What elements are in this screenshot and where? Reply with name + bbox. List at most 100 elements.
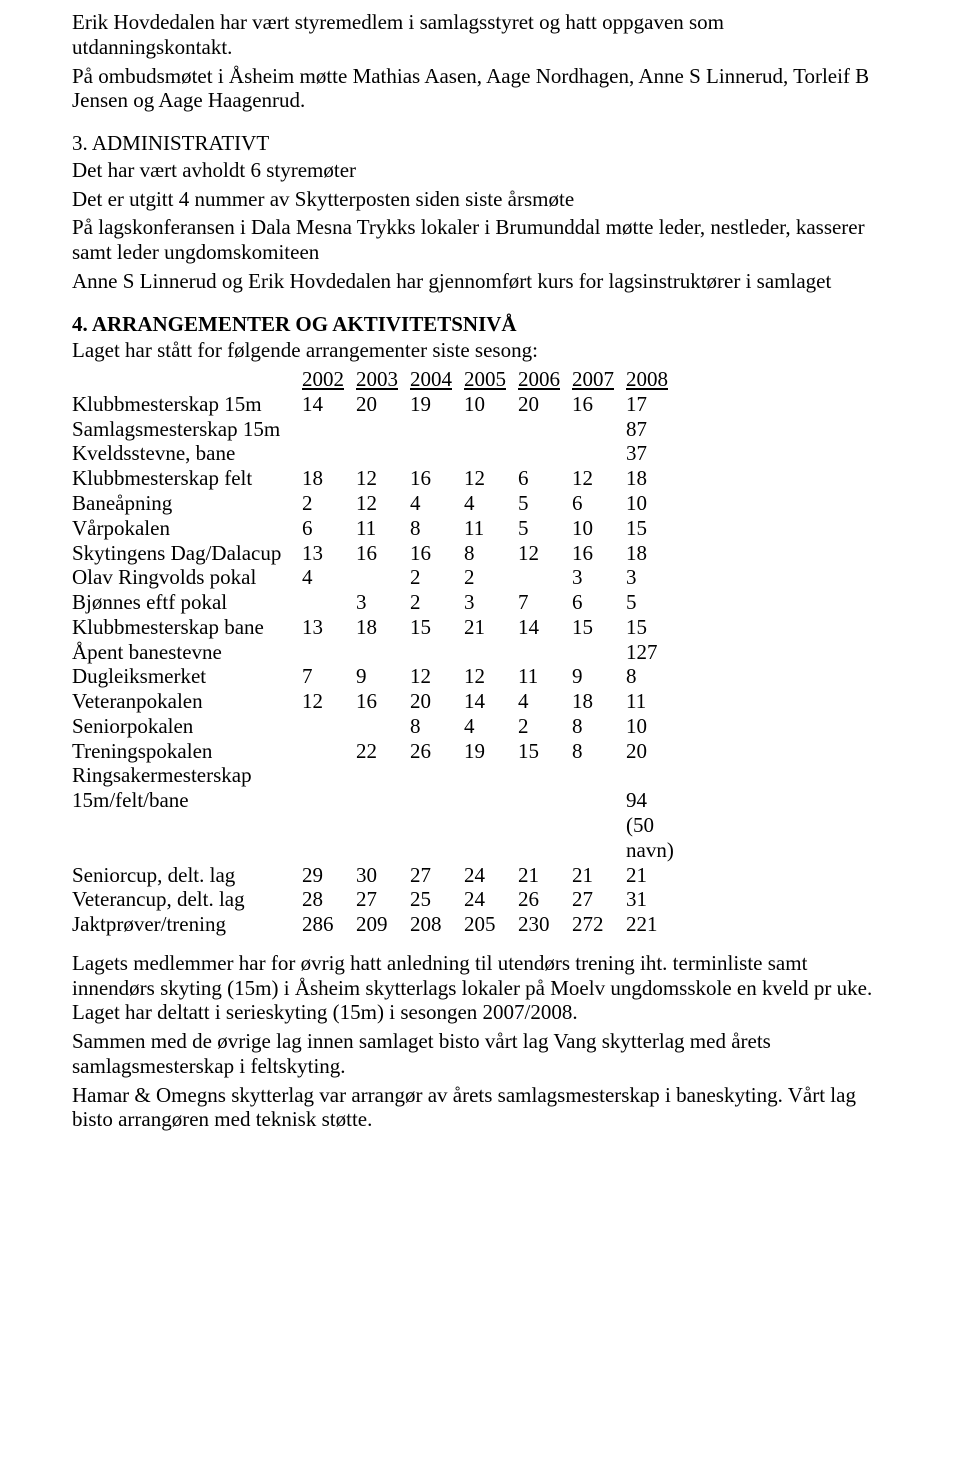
table-row: Kveldsstevne, bane37: [72, 441, 680, 466]
row-value: 15: [626, 615, 680, 640]
intro-para-2: På ombudsmøtet i Åsheim møtte Mathias Aa…: [72, 64, 888, 114]
sec3-line-3: På lagskonferansen i Dala Mesna Trykks l…: [72, 215, 888, 265]
row-label: Klubbmesterskap felt: [72, 466, 302, 491]
row-value: 8: [410, 516, 464, 541]
row-value: 12: [356, 491, 410, 516]
row-label: Dugleiksmerket: [72, 664, 302, 689]
row-value: 4: [410, 491, 464, 516]
row-value: 22: [356, 739, 410, 764]
year-header: 2004: [410, 367, 464, 392]
row-value: 10: [626, 714, 680, 739]
row-value: [302, 640, 356, 665]
row-value: 11: [626, 689, 680, 714]
year-header: 2002: [302, 367, 356, 392]
row-value: 16: [410, 541, 464, 566]
row-value: 209: [356, 912, 410, 937]
row-value: [410, 441, 464, 466]
row-value: [464, 640, 518, 665]
row-value: 28: [302, 887, 356, 912]
row-value: 18: [302, 466, 356, 491]
row-value: 26: [518, 887, 572, 912]
row-value: 4: [464, 714, 518, 739]
row-label: Skytingens Dag/Dalacup: [72, 541, 302, 566]
table-row: Baneåpning212445610: [72, 491, 680, 516]
row-value: 14: [464, 689, 518, 714]
row-value: 12: [410, 664, 464, 689]
row-value: 15: [572, 615, 626, 640]
row-value: 10: [464, 392, 518, 417]
row-label: Kveldsstevne, bane: [72, 441, 302, 466]
table-row: Jaktprøver/trening286209208205230272221: [72, 912, 680, 937]
table-row: Bjønnes eftf pokal323765: [72, 590, 680, 615]
row-value: [518, 640, 572, 665]
row-value: 9: [572, 664, 626, 689]
table-row: Dugleiksmerket7912121198: [72, 664, 680, 689]
section-4-heading: 4. ARRANGEMENTER OG AKTIVITETSNIVÅ: [72, 312, 888, 337]
row-value: 4: [518, 689, 572, 714]
row-value: [356, 417, 410, 442]
table-header-row: 2002 2003 2004 2005 2006 2007 2008: [72, 367, 680, 392]
row-value: 3: [626, 565, 680, 590]
row-value: 13: [302, 541, 356, 566]
row-value: 286: [302, 912, 356, 937]
row-label: Vårpokalen: [72, 516, 302, 541]
row-label: Seniorpokalen: [72, 714, 302, 739]
row-value: 3: [356, 590, 410, 615]
row-value: 205: [464, 912, 518, 937]
row-value: 7: [302, 664, 356, 689]
row-value: 5: [518, 491, 572, 516]
row-value: 272: [572, 912, 626, 937]
table-row: Treningspokalen22261915820: [72, 739, 680, 764]
row-value: 14: [518, 615, 572, 640]
row-value: 3: [572, 565, 626, 590]
table-row: Vårpokalen61181151015: [72, 516, 680, 541]
row-value: 4: [302, 565, 356, 590]
section-3-heading: 3. ADMINISTRATIVT: [72, 131, 888, 156]
row-value: 5: [518, 516, 572, 541]
row-value: [302, 590, 356, 615]
table-row: Klubbmesterskap 15m14201910201617: [72, 392, 680, 417]
row-value: [356, 714, 410, 739]
table-row: Veterancup, delt. lag28272524262731: [72, 887, 680, 912]
row-label: Jaktprøver/trening: [72, 912, 302, 937]
row-value: 27: [356, 887, 410, 912]
row-value: 8: [410, 714, 464, 739]
row-value: 29: [302, 863, 356, 888]
row-value: 10: [572, 516, 626, 541]
row-value: 2: [464, 565, 518, 590]
row-label: Klubbmesterskap bane: [72, 615, 302, 640]
row-value: 14: [302, 392, 356, 417]
row-value: 24: [464, 863, 518, 888]
row-value: 12: [464, 664, 518, 689]
row-value: 19: [410, 392, 464, 417]
row-value: 3: [464, 590, 518, 615]
activities-table: 2002 2003 2004 2005 2006 2007 2008 Klubb…: [72, 367, 680, 937]
row-value: 21: [518, 863, 572, 888]
row-value: 10: [626, 491, 680, 516]
row-value: 11: [518, 664, 572, 689]
table-row: Åpent banestevne127: [72, 640, 680, 665]
ringsaker-label: Ringsakermesterskap: [72, 763, 680, 788]
row-value: 17: [626, 392, 680, 417]
row-value: 18: [572, 689, 626, 714]
row-value: [410, 417, 464, 442]
row-value: 12: [518, 541, 572, 566]
row-value: 7: [518, 590, 572, 615]
row-value: [356, 640, 410, 665]
row-value: 9: [356, 664, 410, 689]
table-row: Ringsakermesterskap: [72, 763, 680, 788]
year-header: 2005: [464, 367, 518, 392]
row-value: 16: [572, 392, 626, 417]
table-row: Seniorpokalen842810: [72, 714, 680, 739]
sec4-intro: Laget har stått for følgende arrangement…: [72, 338, 888, 363]
row-value: 2: [410, 565, 464, 590]
row-value: 8: [572, 714, 626, 739]
row-value: 6: [572, 491, 626, 516]
row-value: 11: [356, 516, 410, 541]
table-row: Veteranpokalen1216201441811: [72, 689, 680, 714]
row-value: 26: [410, 739, 464, 764]
row-value: [410, 640, 464, 665]
row-value: 20: [410, 689, 464, 714]
row-value: 208: [410, 912, 464, 937]
row-value: [518, 441, 572, 466]
